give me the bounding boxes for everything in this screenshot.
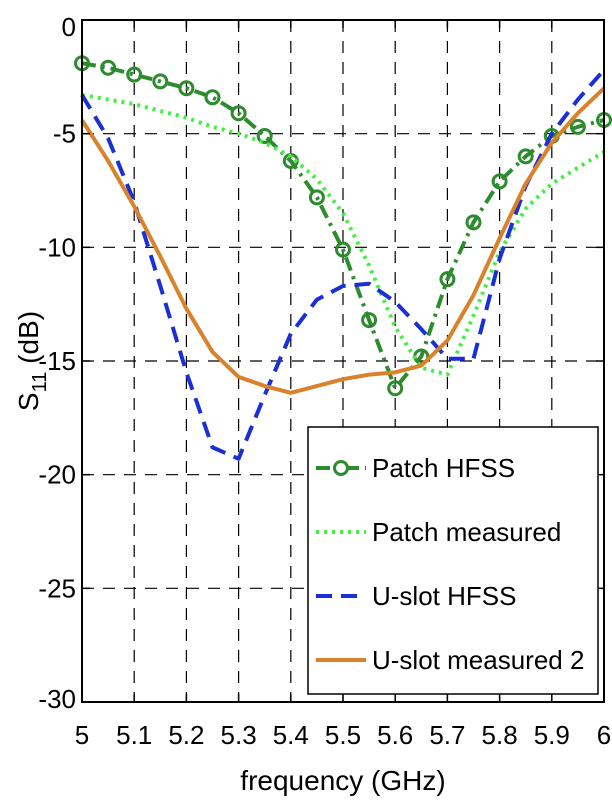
data-point-patch-hfss <box>100 59 117 76</box>
x-tick-label: 5.7 <box>429 720 465 750</box>
y-axis-label: S11 (dB) <box>13 311 51 411</box>
y-tick-label: -20 <box>38 460 76 490</box>
x-tick-label: 6 <box>597 720 611 750</box>
legend-label-patch-hfss: Patch HFSS <box>372 453 515 483</box>
series-line-patch-hfss <box>81 61 605 391</box>
y-axis-label-sub: 11 <box>29 372 51 393</box>
x-tick-label: 5.3 <box>221 720 257 750</box>
y-tick-label: -15 <box>38 346 76 376</box>
series-layer <box>74 55 612 461</box>
data-point-patch-hfss <box>439 271 456 288</box>
y-tick-label: -5 <box>53 119 76 149</box>
legend-label-patch-measured: Patch measured <box>372 517 561 547</box>
series-patch-measured <box>81 93 606 377</box>
x-tick-label: 5.1 <box>116 720 152 750</box>
tick-labels: 5 5.1 5.2 5.3 5.4 5.5 5.6 5.7 5.8 5.9 6 0 -5 -10 -15 -2… <box>38 12 611 750</box>
data-point-patch-hfss <box>465 214 482 231</box>
data-point-patch-hfss <box>335 241 351 258</box>
legend-marker-patch-hfss <box>333 460 349 476</box>
legend-label-uslot-hfss: U-slot HFSS <box>372 581 516 611</box>
data-point-patch-hfss <box>569 118 586 135</box>
ticks <box>81 19 605 703</box>
series-line-u-slot-measured-2 <box>80 86 606 395</box>
x-tick-label: 5.4 <box>273 720 309 750</box>
x-tick-label: 5.2 <box>168 720 204 750</box>
legend-samples <box>316 460 366 662</box>
data-point-patch-hfss <box>178 80 195 97</box>
data-point-patch-hfss <box>491 173 508 190</box>
x-tick-label: 5.8 <box>482 720 518 750</box>
legend: Patch HFSS Patch measured U-slot HFSS U-… <box>307 426 599 695</box>
data-point-patch-hfss <box>204 89 221 106</box>
x-tick-label: 5.5 <box>325 720 361 750</box>
legend-box <box>307 426 599 695</box>
data-point-patch-hfss <box>361 312 378 329</box>
series-u-slot-hfss <box>80 68 606 461</box>
y-tick-label: 0 <box>62 12 76 42</box>
data-point-patch-hfss <box>126 66 143 83</box>
x-tick-label: 5.6 <box>377 720 413 750</box>
data-point-patch-hfss <box>256 127 273 144</box>
series-line-u-slot-hfss <box>80 68 606 461</box>
x-axis-label: frequency (GHz) <box>240 765 445 796</box>
x-tick-label: 5.9 <box>534 720 570 750</box>
data-point-patch-hfss <box>152 73 169 90</box>
x-tick-label: 5 <box>75 720 89 750</box>
data-point-patch-hfss <box>517 148 534 165</box>
series-line-patch-measured <box>81 93 606 377</box>
data-point-patch-hfss <box>387 380 404 397</box>
y-axis-label-base: S <box>13 392 44 411</box>
data-point-patch-hfss <box>308 189 325 206</box>
legend-label-uslot-measured-2: U-slot measured 2 <box>372 645 584 675</box>
data-point-patch-hfss <box>230 105 247 122</box>
y-tick-label: -30 <box>38 684 76 714</box>
series-u-slot-measured-2 <box>80 86 606 395</box>
y-tick-label: -10 <box>38 232 76 262</box>
y-axis-label-rest: (dB) <box>13 311 44 372</box>
y-tick-label: -25 <box>38 573 76 603</box>
